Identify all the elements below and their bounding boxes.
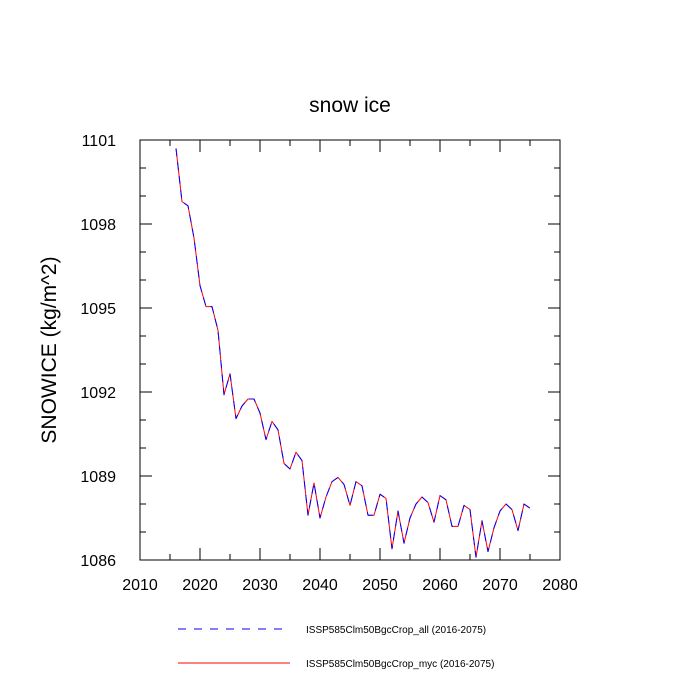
x-tick-label: 2070 (482, 577, 518, 594)
legend-label: ISSP585Clm50BgcCrop_all (2016-2075) (306, 625, 486, 636)
y-tick-label: 1089 (80, 469, 116, 486)
legend-label: ISSP585Clm50BgcCrop_myc (2016-2075) (306, 659, 494, 670)
x-tick-label: 2050 (362, 577, 398, 594)
series-line-all (175, 148, 531, 558)
y-tick-label: 1086 (80, 553, 116, 570)
x-tick-label: 2040 (302, 577, 338, 594)
x-tick-label: 2020 (182, 577, 218, 594)
y-tick-label: 1101 (82, 133, 117, 150)
series-lines (175, 148, 531, 558)
y-tick-label: 1092 (80, 385, 116, 402)
x-tick-label: 2010 (122, 577, 158, 594)
y-tick-label: 1095 (80, 301, 116, 318)
legend: ISSP585Clm50BgcCrop_all (2016-2075) ISSP5… (178, 625, 494, 670)
chart-title: snow ice (309, 94, 391, 117)
x-tick-label: 2080 (542, 577, 578, 594)
axes: 2010 2020 2030 2040 2050 2060 2070 2080 1086 1089… (80, 133, 577, 594)
y-tick-label: 1098 (80, 217, 116, 234)
x-tick-label: 2060 (422, 577, 458, 594)
plot-frame (139, 139, 561, 561)
y-axis-label: SNOWICE (kg/m^2) (38, 256, 61, 443)
x-tick-label: 2030 (242, 577, 278, 594)
series-line-myc (175, 148, 531, 558)
